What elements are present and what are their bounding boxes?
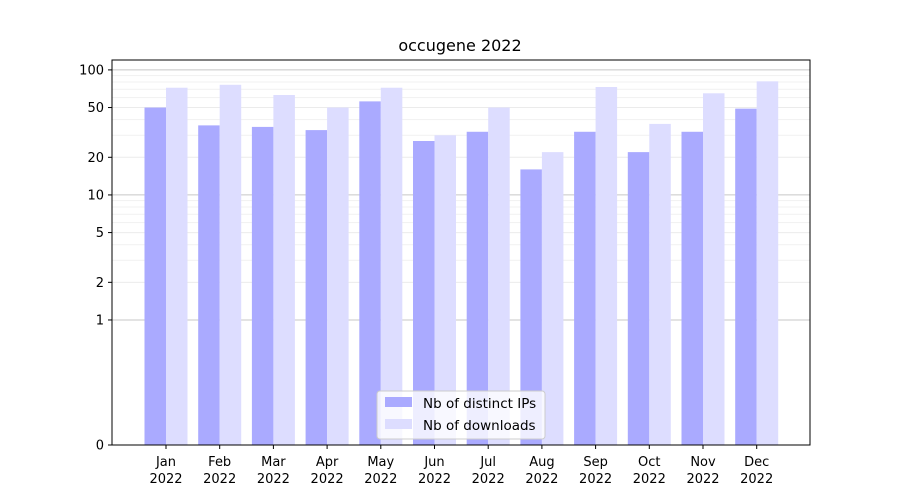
bar-distinct-ips-jan xyxy=(144,107,166,446)
bars xyxy=(144,81,779,446)
y-axis: 0 1 2 5 10 20 50 100 xyxy=(79,63,112,454)
x-tick-sublabel: 2022 xyxy=(633,472,666,487)
bar-downloads-jun xyxy=(434,135,456,445)
y-tick-label: 2 xyxy=(96,276,104,291)
x-tick-sublabel: 2022 xyxy=(472,472,505,487)
x-tick-sublabel: 2022 xyxy=(149,472,182,487)
bar-distinct-ips-aug xyxy=(520,169,542,445)
bar-downloads-feb xyxy=(219,84,242,445)
x-tick-sublabel: 2022 xyxy=(525,472,558,487)
x-tick-label-feb: Feb xyxy=(208,455,231,470)
x-tick-label-sep: Sep xyxy=(583,455,608,470)
bar-distinct-ips-nov xyxy=(681,131,703,445)
legend-swatch-series-1 xyxy=(385,397,412,407)
y-tick-label: 0 xyxy=(96,439,104,454)
bar-distinct-ips-jul xyxy=(466,131,489,445)
x-tick-sublabel: 2022 xyxy=(203,472,236,487)
bar-distinct-ips-may xyxy=(359,101,381,445)
bar-downloads-jul xyxy=(488,107,510,446)
x-tick-sublabel: 2022 xyxy=(686,472,719,487)
y-tick-label: 5 xyxy=(96,226,104,241)
x-tick-label-aug: Aug xyxy=(529,455,554,470)
x-tick-sublabel: 2022 xyxy=(311,472,344,487)
bar-distinct-ips-sep xyxy=(574,131,596,445)
bar-distinct-ips-apr xyxy=(305,130,328,445)
x-tick-sublabel: 2022 xyxy=(364,472,397,487)
bar-downloads-mar xyxy=(273,94,295,446)
x-tick-label-jul: Jul xyxy=(479,455,496,470)
x-tick-sublabel: 2022 xyxy=(418,472,451,487)
legend-label-series-2: Nb of downloads xyxy=(423,418,536,434)
x-tick-label-mar: Mar xyxy=(261,455,286,470)
x-axis: Jan 2022 Feb 2022 Mar 2022 Apr 2022 May 2022 Jun 20… xyxy=(149,445,773,487)
bar-distinct-ips-mar xyxy=(251,126,274,446)
bar-downloads-sep xyxy=(595,86,618,445)
x-tick-label-jan: Jan xyxy=(155,455,176,470)
legend-label-series-1: Nb of distinct IPs xyxy=(423,396,536,412)
bar-downloads-dec xyxy=(756,81,779,445)
bar-distinct-ips-dec xyxy=(735,108,757,445)
bar-downloads-may xyxy=(380,87,403,445)
x-tick-label-may: May xyxy=(367,455,394,470)
bar-distinct-ips-oct xyxy=(627,152,650,445)
bar-distinct-ips-jun xyxy=(413,140,435,445)
x-tick-label-dec: Dec xyxy=(744,455,769,470)
y-tick-label: 100 xyxy=(79,63,104,78)
y-tick-label: 10 xyxy=(87,188,104,203)
bar-distinct-ips-feb xyxy=(198,125,220,445)
bar-downloads-jan xyxy=(166,87,188,445)
bar-downloads-oct xyxy=(649,123,671,445)
bar-downloads-apr xyxy=(327,107,349,446)
y-tick-label: 20 xyxy=(87,151,104,166)
legend: Nb of distinct IPs Nb of downloads xyxy=(376,390,546,440)
legend-swatch-series-2 xyxy=(385,419,412,429)
bar-downloads-nov xyxy=(703,93,725,446)
legend-box xyxy=(376,390,546,440)
x-tick-sublabel: 2022 xyxy=(579,472,612,487)
x-tick-sublabel: 2022 xyxy=(257,472,290,487)
x-tick-label-oct: Oct xyxy=(638,455,660,470)
plot-frame xyxy=(111,59,811,446)
bar-downloads-aug xyxy=(541,152,564,445)
chart-title: occugene 2022 xyxy=(398,36,521,55)
y-tick-label: 50 xyxy=(87,101,104,116)
x-tick-label-nov: Nov xyxy=(690,455,716,470)
x-tick-label-jun: Jun xyxy=(423,455,444,470)
x-tick-sublabel: 2022 xyxy=(740,472,773,487)
y-tick-label: 1 xyxy=(96,313,104,328)
x-tick-label-apr: Apr xyxy=(316,455,339,470)
